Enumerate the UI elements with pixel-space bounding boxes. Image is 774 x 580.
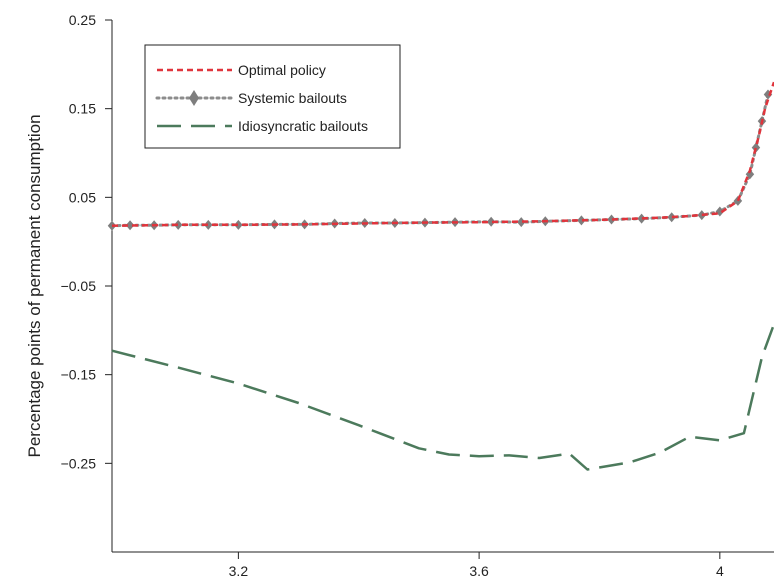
data-point-systemic-bailouts (751, 142, 761, 153)
y-tick-label: −0.15 (61, 367, 97, 383)
data-point-systemic-bailouts (125, 220, 135, 231)
data-point-systemic-bailouts (486, 216, 496, 227)
legend-marker-systemic-bailouts (189, 90, 199, 106)
data-point-systemic-bailouts (637, 213, 646, 224)
data-point-systemic-bailouts (697, 210, 707, 221)
data-point-systemic-bailouts (745, 169, 755, 180)
data-point-systemic-bailouts (516, 217, 526, 228)
y-tick-label: −0.25 (61, 455, 97, 471)
legend: Optimal policy Systemic bailouts Idiosyn… (144, 44, 401, 149)
data-point-systemic-bailouts (577, 215, 586, 226)
y-tick-label: −0.05 (61, 278, 97, 294)
data-point-systemic-bailouts (607, 214, 616, 225)
data-point-systemic-bailouts (107, 220, 117, 231)
legend-label-optimal-policy: Optimal policy (238, 62, 326, 78)
legend-label-idiosyncratic-bailouts: Idiosyncratic bailouts (238, 118, 368, 134)
series-line-idiosyncratic-bailouts (111, 323, 774, 471)
x-tick-label: 3.6 (469, 563, 489, 579)
y-ticks: 0.25 0.15 0.05 −0.05 −0.15 −0.25 (61, 12, 112, 471)
legend-label-systemic-bailouts: Systemic bailouts (238, 90, 347, 106)
y-tick-label: 0.25 (69, 12, 96, 28)
x-tick-label: 4 (716, 563, 724, 579)
data-point-systemic-bailouts (173, 219, 183, 230)
data-point-systemic-bailouts (204, 219, 213, 230)
x-ticks: 3.2 3.6 4 (229, 552, 724, 579)
data-point-systemic-bailouts (667, 212, 676, 223)
x-tick-label: 3.2 (229, 563, 249, 579)
y-tick-label: 0.15 (69, 101, 96, 117)
y-tick-label: 0.05 (69, 189, 96, 205)
series-layer (107, 81, 774, 471)
y-axis-label: Percentage points of permanent consumpti… (25, 114, 44, 457)
data-point-systemic-bailouts (234, 219, 243, 230)
